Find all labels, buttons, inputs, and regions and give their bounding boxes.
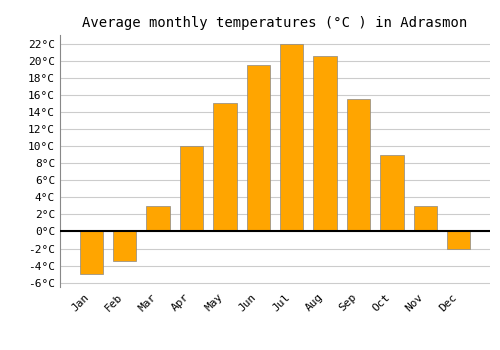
Bar xyxy=(447,231,470,248)
Title: Average monthly temperatures (°C ) in Adrasmon: Average monthly temperatures (°C ) in Ad… xyxy=(82,16,468,30)
Bar xyxy=(246,65,270,231)
Bar xyxy=(213,103,236,231)
Bar xyxy=(414,206,437,231)
Bar xyxy=(380,155,404,231)
Bar xyxy=(80,231,103,274)
Bar xyxy=(280,43,303,231)
Bar xyxy=(146,206,170,231)
Bar xyxy=(113,231,136,261)
Bar xyxy=(314,56,337,231)
Bar xyxy=(180,146,203,231)
Bar xyxy=(347,99,370,231)
